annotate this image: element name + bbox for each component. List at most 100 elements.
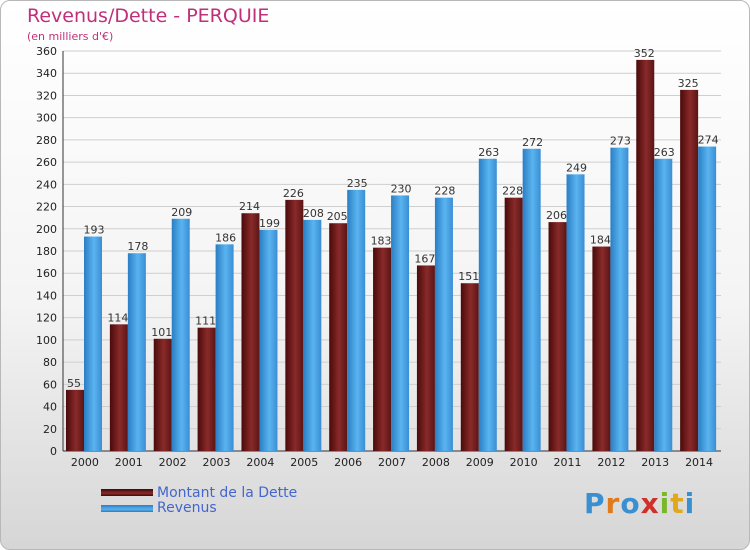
logo-letter: i bbox=[684, 487, 696, 520]
data-label: 226 bbox=[283, 187, 304, 200]
y-tick-label: 220 bbox=[36, 201, 57, 214]
x-tick-label: 2008 bbox=[422, 456, 450, 469]
data-label: 352 bbox=[634, 47, 655, 60]
bar-revenus bbox=[171, 218, 190, 451]
data-label: 208 bbox=[303, 207, 324, 220]
bar-dette bbox=[109, 324, 128, 451]
y-tick-label: 20 bbox=[43, 423, 57, 436]
bar-revenus bbox=[303, 219, 322, 451]
data-label: 55 bbox=[67, 377, 81, 390]
bar-dette bbox=[592, 246, 611, 451]
x-tick-label: 2013 bbox=[641, 456, 669, 469]
data-label: 263 bbox=[654, 146, 675, 159]
data-label: 167 bbox=[414, 252, 435, 265]
bar-dette bbox=[329, 223, 348, 451]
logo-letter: P bbox=[584, 487, 606, 520]
bar-dette bbox=[285, 199, 304, 451]
y-tick-label: 140 bbox=[36, 289, 57, 302]
y-tick-label: 200 bbox=[36, 223, 57, 236]
bar-dette bbox=[548, 222, 567, 451]
data-label: 325 bbox=[678, 77, 699, 90]
logo-letter: i bbox=[659, 487, 671, 520]
data-label: 186 bbox=[215, 231, 236, 244]
data-label: 249 bbox=[566, 161, 587, 174]
y-tick-label: 160 bbox=[36, 267, 57, 280]
x-tick-label: 2004 bbox=[246, 456, 274, 469]
y-tick-label: 100 bbox=[36, 334, 57, 347]
data-label: 193 bbox=[84, 224, 105, 237]
axes: 0 20 40 60 80 100 120 140 160 180 200 220 240 260 280 3… bbox=[36, 45, 721, 469]
data-label: 199 bbox=[259, 217, 280, 230]
bar-dette bbox=[373, 247, 392, 451]
data-label: 274 bbox=[698, 134, 719, 147]
data-label: 101 bbox=[151, 326, 172, 339]
data-label: 230 bbox=[391, 182, 412, 195]
logo-letter: o bbox=[620, 487, 641, 520]
y-tick-label: 320 bbox=[36, 89, 57, 102]
bar-revenus bbox=[698, 146, 717, 452]
y-tick-label: 40 bbox=[43, 401, 57, 414]
bar-revenus bbox=[522, 148, 541, 451]
logo-letter: t bbox=[670, 487, 685, 520]
data-label: 183 bbox=[371, 235, 392, 248]
x-tick-label: 2002 bbox=[159, 456, 187, 469]
legend-swatch-revenus bbox=[101, 505, 153, 512]
bar-revenus bbox=[434, 197, 453, 451]
data-label: 228 bbox=[502, 185, 523, 198]
data-label: 273 bbox=[610, 135, 631, 148]
bar-revenus bbox=[84, 236, 102, 451]
logo-letter: x bbox=[640, 487, 660, 520]
data-label: 184 bbox=[590, 234, 611, 247]
bar-revenus bbox=[215, 244, 234, 451]
data-label: 206 bbox=[546, 209, 567, 222]
y-tick-label: 300 bbox=[36, 112, 57, 125]
x-tick-label: 2011 bbox=[553, 456, 581, 469]
y-tick-label: 180 bbox=[36, 245, 57, 258]
y-tick-label: 0 bbox=[50, 445, 57, 458]
x-tick-label: 2001 bbox=[115, 456, 143, 469]
data-label: 205 bbox=[327, 210, 348, 223]
y-tick-label: 280 bbox=[36, 134, 57, 147]
x-tick-label: 2003 bbox=[203, 456, 231, 469]
x-tick-label: 2000 bbox=[71, 456, 99, 469]
x-tick-label: 2012 bbox=[597, 456, 625, 469]
data-label: 111 bbox=[195, 315, 216, 328]
data-label: 209 bbox=[171, 206, 192, 219]
bar-revenus bbox=[610, 147, 629, 451]
bar-dette bbox=[241, 213, 260, 451]
data-labels: 55 193 114 178 101 209 111 186 214 199 226 208 205 23… bbox=[67, 47, 719, 390]
y-tick-label: 340 bbox=[36, 67, 57, 80]
bar-dette bbox=[680, 89, 699, 451]
bar-dette bbox=[636, 59, 655, 452]
x-tick-label: 2014 bbox=[685, 456, 713, 469]
y-tick-label: 360 bbox=[36, 45, 57, 58]
bar-dette bbox=[416, 265, 435, 451]
y-tick-label: 120 bbox=[36, 312, 57, 325]
data-label: 272 bbox=[522, 136, 543, 149]
bar-revenus bbox=[478, 158, 497, 451]
data-label: 263 bbox=[478, 146, 499, 159]
data-label: 235 bbox=[347, 177, 368, 190]
data-label: 151 bbox=[458, 270, 479, 283]
x-tick-label: 2007 bbox=[378, 456, 406, 469]
x-tick-label: 2009 bbox=[466, 456, 494, 469]
x-tick-label: 2010 bbox=[510, 456, 538, 469]
proxiti-logo: Proxiti bbox=[584, 487, 695, 520]
data-label: 114 bbox=[107, 311, 128, 324]
y-tick-label: 240 bbox=[36, 178, 57, 191]
legend-label-dette: Montant de la Dette bbox=[157, 485, 298, 501]
logo-letter: r bbox=[605, 487, 621, 520]
bar-revenus bbox=[347, 189, 366, 451]
data-label: 178 bbox=[127, 240, 148, 253]
chart-subtitle: (en milliers d'€) bbox=[27, 30, 114, 43]
bar-dette bbox=[153, 338, 172, 451]
bar-revenus bbox=[566, 174, 585, 452]
bar-dette bbox=[197, 327, 216, 451]
y-tick-label: 80 bbox=[43, 356, 57, 369]
x-tick-label: 2006 bbox=[334, 456, 362, 469]
x-tick-label: 2005 bbox=[290, 456, 318, 469]
bar-revenus bbox=[654, 158, 673, 451]
data-label: 228 bbox=[434, 185, 455, 198]
